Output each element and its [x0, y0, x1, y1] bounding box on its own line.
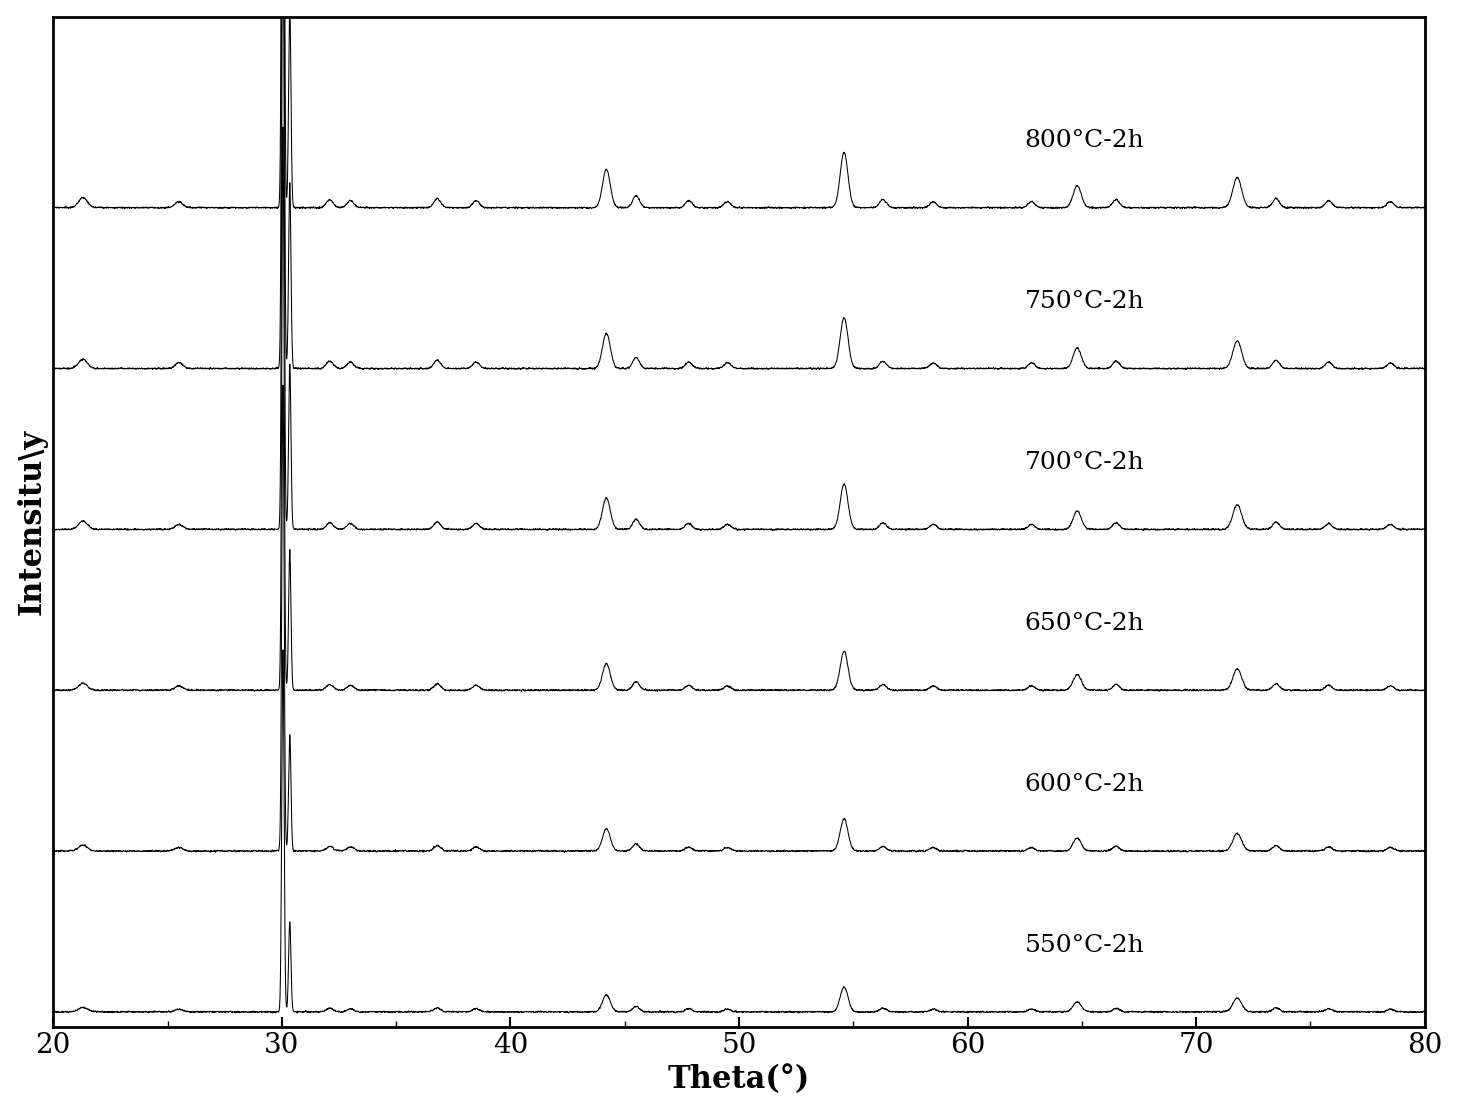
Text: 550°C-2h: 550°C-2h	[1024, 934, 1144, 956]
Text: 700°C-2h: 700°C-2h	[1024, 451, 1144, 474]
Y-axis label: Intensitu\y: Intensitu\y	[16, 429, 48, 615]
Text: 600°C-2h: 600°C-2h	[1024, 773, 1144, 796]
Text: 750°C-2h: 750°C-2h	[1024, 290, 1144, 314]
Text: 650°C-2h: 650°C-2h	[1024, 612, 1144, 635]
X-axis label: Theta(°): Theta(°)	[668, 1064, 810, 1095]
Text: 800°C-2h: 800°C-2h	[1024, 129, 1144, 152]
